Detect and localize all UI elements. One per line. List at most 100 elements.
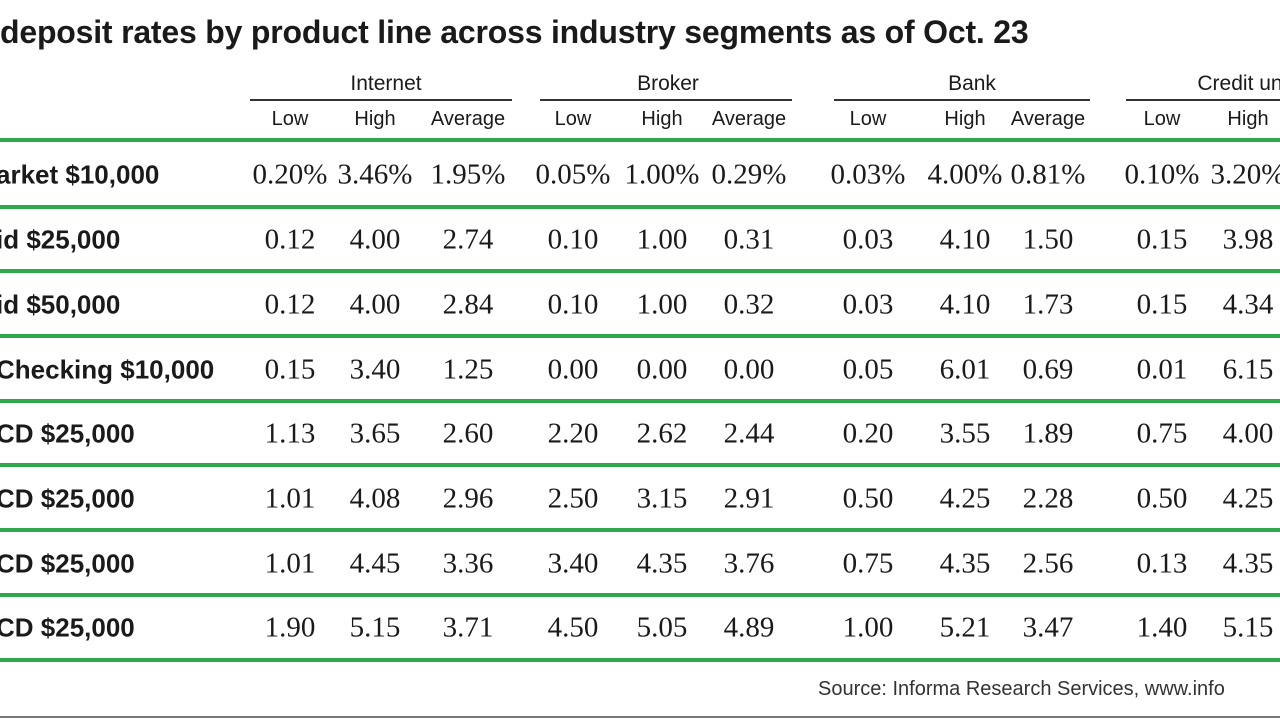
table-cell: 5.15 [349,611,401,644]
column-header: High [944,108,986,130]
table-cell: 3.65 [349,417,401,450]
table-cell: 0.05% [535,158,611,191]
table-cell: 4.25 [939,482,991,515]
table-cell: 0.20 [842,417,894,450]
table-cell: 4.50 [547,611,599,644]
group-underline [540,99,792,101]
row-label: arket $10,000 [0,159,160,190]
table-cell: 4.35 [939,547,991,580]
table-cell: 0.50 [1136,482,1188,515]
row-separator [0,138,1280,142]
table-cell: 0.00 [547,353,599,386]
table-cell: 0.69 [1022,353,1074,386]
table-cell: 2.56 [1022,547,1074,580]
table-cell: 0.75 [1136,417,1188,450]
table-cell: 0.00 [636,353,688,386]
table-cell: 2.96 [442,482,494,515]
table-cell: 1.01 [264,482,316,515]
table-cell: 3.55 [939,417,991,450]
table-cell: 3.76 [723,547,775,580]
column-header: Average [711,108,787,130]
table-cell: 2.20 [547,417,599,450]
row-separator [0,269,1280,273]
row-separator [0,205,1280,209]
table-cell: 3.40 [349,353,401,386]
table-cell: 3.40 [547,547,599,580]
row-label: CD $25,000 [0,483,135,514]
row-label: Checking $10,000 [0,354,215,385]
source-note: Source: Informa Research Services, www.i… [818,678,1225,700]
table-cell: 0.10 [547,288,599,321]
table-cell: 3.20% [1210,158,1280,191]
table-cell: 1.25 [442,353,494,386]
table-cell: 4.45 [349,547,401,580]
table-cell: 6.01 [939,353,991,386]
table-cell: 4.00 [349,288,401,321]
group-header: Internet [350,72,422,95]
table-cell: 2.74 [442,223,494,256]
row-separator [0,658,1280,662]
column-header: Low [554,108,592,130]
column-header: Low [849,108,887,130]
row-label: CD $25,000 [0,418,135,449]
table-cell: 1.95% [430,158,506,191]
table-cell: 0.50 [842,482,894,515]
row-label: id $50,000 [0,289,121,320]
table-cell: 0.15 [1136,288,1188,321]
column-header: Average [430,108,506,130]
table-cell: 0.20% [252,158,328,191]
table-title: deposit rates by product line across ind… [0,14,1029,50]
table-cell: 3.36 [442,547,494,580]
table-cell: 2.50 [547,482,599,515]
table-cell: 0.00 [723,353,775,386]
table-cell: 0.15 [264,353,316,386]
table-cell: 1.00 [842,611,894,644]
group-underline [250,99,512,101]
table-cell: 2.62 [636,417,688,450]
table-cell: 2.60 [442,417,494,450]
table-cell: 1.50 [1022,223,1074,256]
table-cell: 0.29% [711,158,787,191]
table-cell: 5.05 [636,611,688,644]
group-header: Bank [948,72,996,95]
bottom-border [0,716,1280,718]
table-cell: 3.47 [1022,611,1074,644]
table-cell: 3.98 [1222,223,1274,256]
table-cell: 2.84 [442,288,494,321]
table-cell: 1.00 [636,223,688,256]
row-label: CD $25,000 [0,612,135,643]
table-cell: 0.10 [547,223,599,256]
table-cell: 0.31 [723,223,775,256]
table-cell: 0.03% [830,158,906,191]
table-cell: 2.28 [1022,482,1074,515]
table-cell: 0.10% [1124,158,1200,191]
table-cell: 1.00 [636,288,688,321]
table-cell: 0.01 [1136,353,1188,386]
table-cell: 0.03 [842,288,894,321]
row-separator [0,399,1280,403]
table-cell: 2.44 [723,417,775,450]
table-cell: 3.15 [636,482,688,515]
table-cell: 0.81% [1010,158,1086,191]
row-separator [0,528,1280,532]
table-cell: 4.00% [927,158,1003,191]
column-header: High [1227,108,1269,130]
table-cell: 1.40 [1136,611,1188,644]
table-cell: 4.35 [636,547,688,580]
table-cell: 6.15 [1222,353,1274,386]
group-underline [1126,99,1280,101]
table-cell: 0.75 [842,547,894,580]
group-underline [834,99,1090,101]
column-header: High [354,108,396,130]
group-header: Broker [637,72,699,95]
row-separator [0,593,1280,597]
table-cell: 4.10 [939,288,991,321]
column-header: High [641,108,683,130]
table-cell: 4.08 [349,482,401,515]
table-cell: 5.15 [1222,611,1274,644]
table-cell: 4.00 [1222,417,1274,450]
table-cell: 1.73 [1022,288,1074,321]
table-cell: 1.89 [1022,417,1074,450]
group-header: Credit un [1197,72,1280,95]
